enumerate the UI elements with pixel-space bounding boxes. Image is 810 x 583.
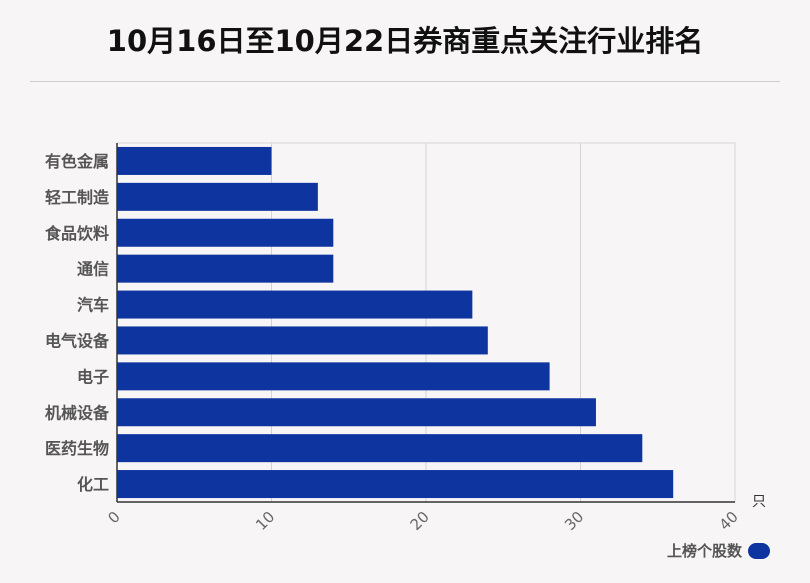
category-label: 食品饮料 [44, 224, 109, 243]
bar [117, 398, 596, 427]
category-label: 电子 [77, 367, 109, 386]
chart-title: 10月16日至10月22日券商重点关注行业排名 [106, 24, 704, 58]
title-divider [30, 81, 780, 82]
bar [117, 470, 674, 499]
category-label: 化工 [77, 475, 109, 494]
x-unit-label: 只 [752, 494, 766, 510]
legend: 上榜个股数 [667, 540, 770, 561]
x-tick-label: 20 [407, 508, 433, 534]
x-tick-label: 0 [104, 508, 123, 527]
category-label: 有色金属 [45, 152, 109, 171]
legend-label: 上榜个股数 [666, 542, 742, 560]
category-label: 通信 [77, 260, 109, 279]
x-tick-label: 30 [561, 508, 587, 534]
bar [117, 434, 643, 463]
bar [117, 254, 334, 283]
bar [117, 362, 550, 391]
bar [117, 326, 488, 355]
x-tick-label: 10 [252, 508, 278, 534]
bar [117, 146, 272, 175]
category-label: 电气设备 [45, 331, 110, 350]
bar [117, 290, 473, 319]
category-label: 轻工制造 [45, 188, 110, 207]
category-label: 汽车 [77, 296, 109, 315]
legend-swatch[interactable] [748, 542, 770, 559]
x-tick-label: 40 [716, 508, 742, 534]
bar [117, 182, 318, 211]
category-label: 机械设备 [45, 403, 110, 422]
bar [117, 218, 334, 247]
category-label: 医药生物 [45, 439, 109, 458]
